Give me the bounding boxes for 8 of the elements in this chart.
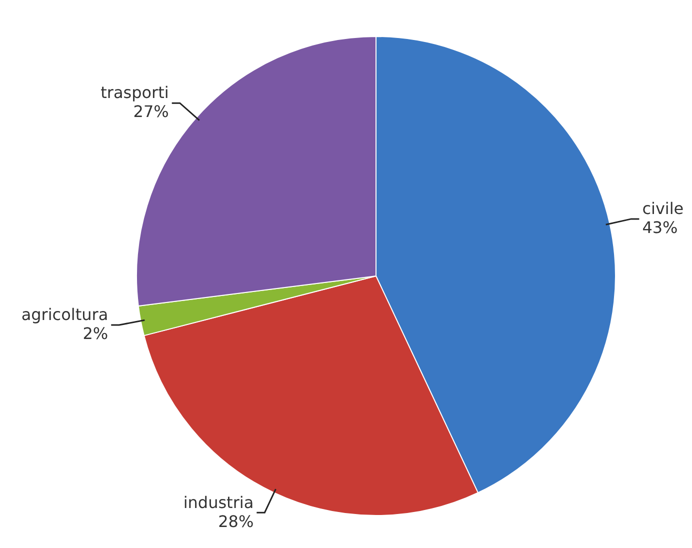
slice-label: industria: [183, 492, 254, 512]
data-label: 43%: [642, 218, 678, 238]
data-label: 2%: [82, 324, 108, 344]
slice-label: agricoltura: [21, 305, 108, 324]
data-label: 28%: [218, 512, 254, 531]
data-label: 27%: [133, 102, 169, 122]
slice-label: civile: [642, 199, 684, 218]
slice-label: trasporti: [100, 83, 169, 102]
